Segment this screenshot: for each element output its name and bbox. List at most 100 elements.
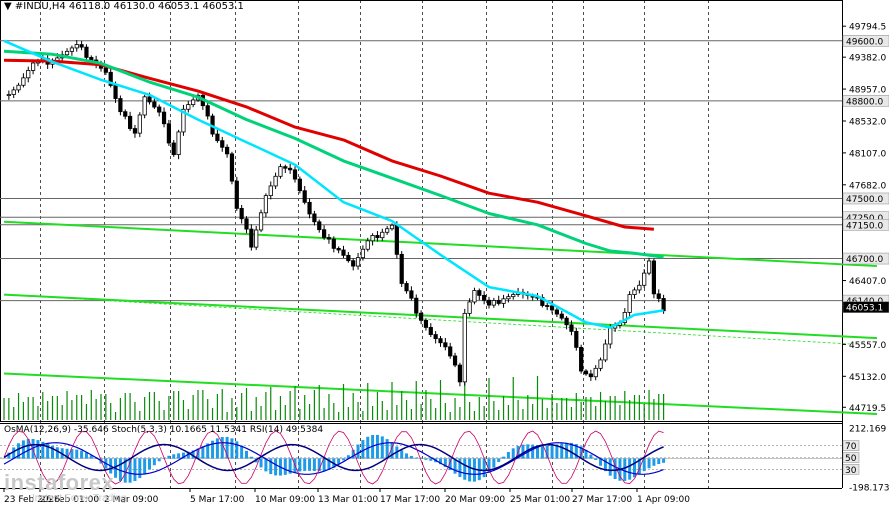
candle-body <box>486 299 492 306</box>
trend-line <box>3 293 878 340</box>
candle-body <box>191 99 196 106</box>
candle-body <box>554 309 560 315</box>
channel-dotted-line <box>3 294 853 345</box>
candle-body <box>355 257 361 267</box>
candle-body <box>414 297 419 314</box>
candle-body <box>443 342 448 348</box>
candle-body <box>588 373 593 378</box>
candle-body <box>496 300 501 304</box>
candle-body <box>482 294 487 301</box>
candle-body <box>409 290 414 299</box>
candle-body <box>564 317 569 326</box>
candle-body <box>186 104 191 110</box>
ema-slow-line <box>3 58 655 231</box>
candle-body <box>603 343 608 361</box>
candle-body <box>137 114 142 134</box>
candle-body <box>283 166 288 169</box>
candle-body <box>11 89 16 95</box>
candle-body <box>326 237 332 240</box>
candle-body <box>127 115 133 129</box>
price-tick-label: 45557.0 <box>849 341 886 351</box>
candle-body <box>278 166 283 177</box>
main-frame <box>0 0 843 422</box>
candle-body <box>642 272 647 286</box>
candle-body <box>171 142 176 156</box>
price-tick-label: 47682.0 <box>849 181 886 191</box>
level-label: 46053.1 <box>846 304 883 314</box>
candle-body <box>646 260 652 274</box>
candle-body <box>438 338 443 344</box>
candle-body <box>229 153 235 182</box>
stochastic-line <box>3 430 664 485</box>
candle-body <box>215 133 220 142</box>
candle-body <box>166 123 171 144</box>
candle-body <box>477 290 482 296</box>
price-tick-label: 49794.5 <box>849 23 886 33</box>
candle-body <box>312 213 317 223</box>
osc-level-label: 50 <box>845 454 857 464</box>
level-label-box <box>842 35 889 47</box>
candle-body <box>399 253 404 284</box>
candle-body <box>608 327 613 345</box>
price-tick-label: 48107.0 <box>849 149 886 159</box>
candle-body <box>321 229 327 238</box>
candle-body <box>346 254 351 262</box>
candle-body <box>656 293 661 299</box>
candle-body <box>467 301 472 314</box>
level-label-box <box>842 192 889 205</box>
candle-body <box>583 370 589 375</box>
candle-body <box>273 175 278 187</box>
candle-body <box>292 169 298 180</box>
candle-body <box>152 101 157 108</box>
time-tick-label: 27 Mar 17:00 <box>572 495 632 505</box>
candle-body <box>181 108 186 133</box>
time-tick-label: 25 Mar 01:00 <box>510 495 570 505</box>
candle-body <box>574 330 579 348</box>
candle-body <box>661 298 666 312</box>
time-tick-label: 17 Mar 17:00 <box>380 495 440 505</box>
candle-body <box>351 260 356 267</box>
watermark-brand: instaforex <box>4 470 115 495</box>
candle-body <box>176 131 181 156</box>
candle-body <box>258 212 264 231</box>
osc-level-box <box>842 440 860 451</box>
candle-body <box>491 300 496 306</box>
candle-body <box>375 235 380 239</box>
candle-body <box>302 190 307 203</box>
candle-body <box>16 84 21 91</box>
candle-body <box>317 221 322 231</box>
candle-body <box>506 296 511 300</box>
candle-body <box>336 247 341 251</box>
candle-body <box>254 229 259 248</box>
candle-body <box>448 346 453 357</box>
candle-body <box>30 62 36 71</box>
price-tick-label: 45132.0 <box>849 373 886 383</box>
candle-body <box>103 67 108 73</box>
candle-body <box>268 185 273 197</box>
level-label-box <box>842 95 889 107</box>
time-tick-label: 23 Feb 2026 <box>4 495 60 505</box>
candle-body <box>205 105 210 117</box>
osc-tick-label: 212.169 <box>849 425 886 435</box>
price-tick-label: 48957.0 <box>849 86 886 96</box>
candle-body <box>69 47 74 52</box>
candle-body <box>26 70 31 79</box>
candle-body <box>142 96 147 116</box>
candle-body <box>559 313 564 319</box>
level-label-box <box>842 301 889 313</box>
candle-body <box>244 218 249 230</box>
candle-body <box>297 178 302 192</box>
level-label: 47150.0 <box>846 221 883 231</box>
candle-body <box>569 324 574 332</box>
candle-body <box>428 327 433 335</box>
candle-body <box>579 346 584 372</box>
candle-body <box>627 294 632 313</box>
price-tick-label: 46407.0 <box>849 277 886 287</box>
candle-body <box>549 305 555 311</box>
candle-body <box>545 305 550 307</box>
candle-body <box>157 106 162 113</box>
level-label-box <box>842 252 889 265</box>
indicator-header: OsMA(12,26,9) -35.646 Stoch(5,3,3) 10.16… <box>4 425 324 435</box>
candle-body <box>365 240 370 250</box>
